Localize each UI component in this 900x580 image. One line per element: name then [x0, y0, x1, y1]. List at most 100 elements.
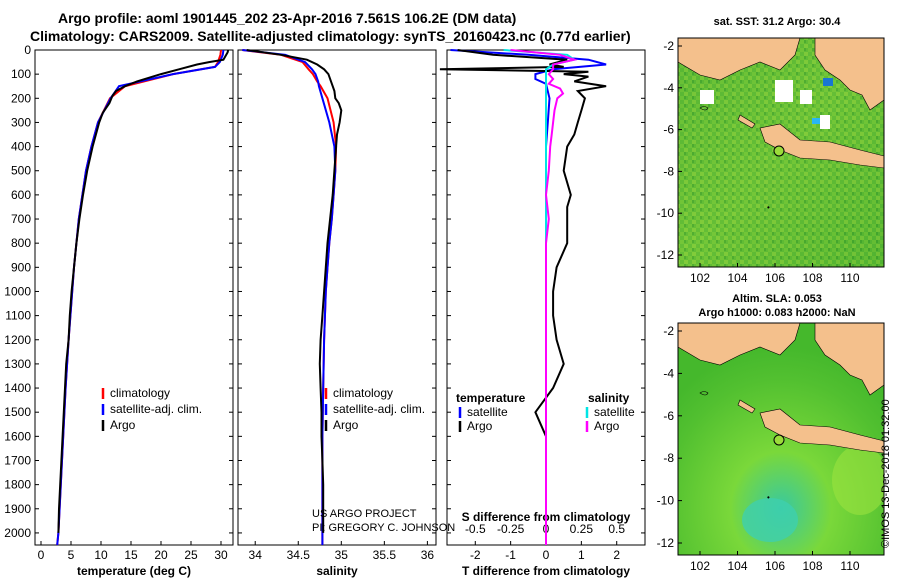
- sumatra-land: [678, 323, 801, 366]
- legend-title: salinity: [588, 391, 630, 405]
- x-axis-label: salinity: [316, 564, 358, 578]
- x-tick-label-secondary: 0.5: [608, 522, 625, 536]
- borneo-land: [814, 38, 884, 111]
- map-x-tick-label: 104: [727, 559, 747, 573]
- sst-map-title: sat. SST: 31.2 Argo: 30.4: [714, 16, 842, 28]
- panel-salinity: 34 34.5 35 35.5 36 salinity climatology satelli…: [237, 49, 437, 578]
- panel-difference: -2 -1 0 1 2-0.5 -0.25 0 0.25 0.5S difference fro…: [439, 49, 646, 578]
- map-x-tick-label: 102: [690, 271, 710, 285]
- y-tick-label: 1300: [4, 357, 31, 371]
- sst-map-cloud-gap: [775, 80, 793, 102]
- map-y-tick-label: -4: [663, 366, 674, 380]
- sumatra-land: [678, 38, 801, 81]
- y-tick-label: 1800: [4, 478, 31, 492]
- y-tick-label: 1700: [4, 453, 31, 467]
- x-tick-label: 2: [613, 548, 620, 562]
- figure-title-line1: Argo profile: aoml 1901445_202 23-Apr-20…: [58, 10, 517, 26]
- legend-label: Argo: [594, 419, 620, 433]
- map-x-tick-label: 106: [765, 271, 785, 285]
- x-tick-label: 20: [154, 548, 168, 562]
- x-tick-label: -1: [505, 548, 516, 562]
- map-y-tick-label: -8: [663, 164, 674, 178]
- y-tick-label: 400: [11, 140, 31, 154]
- island-outline: [699, 106, 709, 111]
- legend-label: satellite-adj. clim.: [110, 402, 202, 416]
- legend-label: satellite: [467, 405, 508, 419]
- map-x-tick-label: 104: [727, 271, 747, 285]
- figure-title-line2: Climatology: CARS2009. Satellite-adjuste…: [30, 28, 631, 44]
- y-tick-label: 800: [11, 236, 31, 250]
- legend-label: Argo: [333, 418, 359, 432]
- x-tick-label: -2: [470, 548, 481, 562]
- y-tick-label: 1900: [4, 502, 31, 516]
- map-y-tick-label: -10: [657, 206, 675, 220]
- y-tick-label: 1400: [4, 381, 31, 395]
- map-y-tick-label: -6: [663, 123, 674, 137]
- series-line: [57, 49, 230, 533]
- x-tick-label: 36: [421, 548, 435, 562]
- panel-temperature: 0100200300400500600700800900100011001200…: [4, 43, 234, 578]
- sla-map-low-anomaly: [742, 498, 798, 542]
- legend-label: satellite: [594, 405, 635, 419]
- y-tick-label: 0: [24, 43, 31, 57]
- sst-map-cool-patch: [823, 78, 833, 86]
- series-line: [510, 49, 578, 545]
- y-tick-label: 300: [11, 115, 31, 129]
- map-y-tick-label: -12: [657, 536, 675, 550]
- map-y-tick-label: -4: [663, 81, 674, 95]
- credit-line2: PI: GREGORY C. JOHNSON: [312, 522, 455, 534]
- x-tick-label-secondary: -0.25: [497, 522, 525, 536]
- argo-float-marker: [773, 434, 785, 446]
- legend-label: climatology: [333, 386, 393, 400]
- y-tick-label: 1200: [4, 333, 31, 347]
- map-x-tick-label: 110: [840, 559, 859, 573]
- borneo-land: [814, 323, 884, 396]
- map-x-tick-label: 108: [802, 559, 822, 573]
- plot-frame: [34, 49, 234, 546]
- map-y-tick-label: -2: [663, 39, 674, 53]
- x-tick-label: 0: [38, 548, 45, 562]
- y-tick-label: 100: [11, 67, 31, 81]
- legend-label: Argo: [467, 419, 493, 433]
- x-tick-label: 10: [94, 548, 108, 562]
- y-tick-label: 1500: [4, 405, 31, 419]
- sst-map-cool-patch: [812, 118, 820, 124]
- sla-map-title-line1: Altim. SLA: 0.053: [732, 293, 822, 305]
- sla-map-title-line2: Argo h1000: 0.083 h2000: NaN: [698, 307, 855, 319]
- x-tick-label-secondary: -0.5: [465, 522, 486, 536]
- x-tick-label: 34: [249, 548, 263, 562]
- imos-stamp: ©IMOS 13-Dec-2018 01:32:00: [880, 399, 892, 548]
- x-tick-label: 25: [184, 548, 198, 562]
- sst-map: sat. SST: 31.2 Argo: 30.4 • 102 104 106 108…: [657, 16, 885, 285]
- y-tick-label: 1000: [4, 284, 31, 298]
- map-x-tick-label: 108: [802, 271, 822, 285]
- y-tick-label: 700: [11, 212, 31, 226]
- y-tick-label: 500: [11, 164, 31, 178]
- island-outline: [699, 391, 709, 396]
- map-dot: •: [767, 203, 770, 212]
- map-y-tick-label: -10: [657, 494, 675, 508]
- argo-float-marker: [773, 145, 785, 157]
- x-tick-label-secondary: 0.25: [570, 522, 594, 536]
- y-tick-label: 1100: [5, 309, 31, 323]
- legend-title: temperature: [456, 391, 526, 405]
- x-axis-label: T difference from climatology: [462, 564, 630, 578]
- sla-map-high-anomaly: [832, 445, 884, 515]
- map-y-tick-label: -2: [663, 324, 674, 338]
- map-x-tick-label: 110: [840, 271, 859, 285]
- x-axis-label: temperature (deg C): [77, 564, 191, 578]
- map-y-tick-label: -8: [663, 451, 674, 465]
- x-tick-label: 34.5: [287, 548, 311, 562]
- x-tick-label: 30: [214, 548, 228, 562]
- y-tick-label: 2000: [4, 526, 31, 540]
- sumatra-tip-land: [737, 399, 756, 414]
- x-tick-label: 1: [578, 548, 585, 562]
- y-tick-label: 1600: [4, 429, 31, 443]
- sst-map-frame: [677, 37, 885, 268]
- credit-line1: US ARGO PROJECT: [312, 508, 417, 520]
- x-tick-label: 5: [68, 548, 75, 562]
- legend-label: satellite-adj. clim.: [333, 402, 425, 416]
- sla-map: Altim. SLA: 0.053 Argo h1000: 0.083 h200…: [657, 293, 885, 573]
- sst-map-cloud-gap: [800, 90, 812, 104]
